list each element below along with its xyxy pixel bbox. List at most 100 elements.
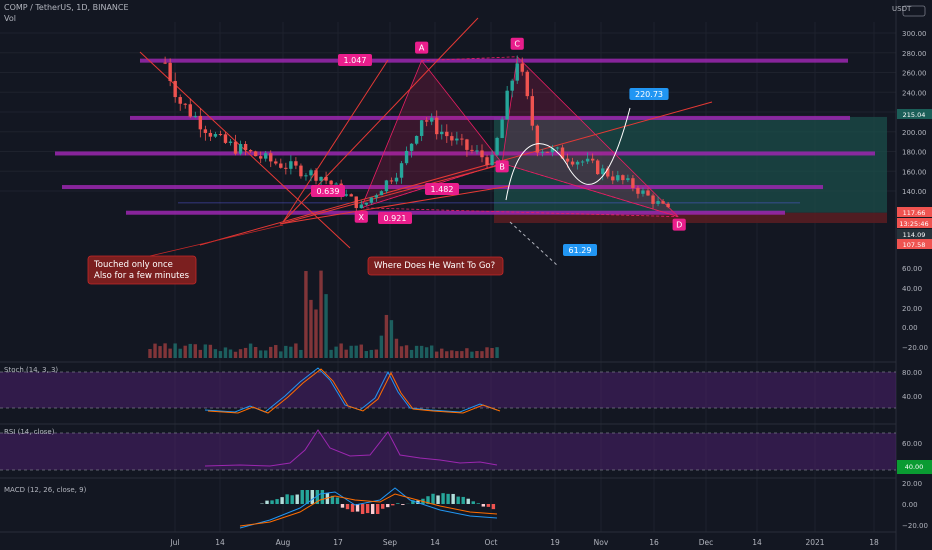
candle-body xyxy=(188,104,192,117)
volume-bar xyxy=(289,346,293,358)
volume-bar xyxy=(193,344,197,358)
x-tick-label: Sep xyxy=(383,538,397,547)
candle-body xyxy=(274,161,278,164)
pattern-point-b-box xyxy=(495,160,509,173)
candle-body xyxy=(168,62,172,81)
candle-body xyxy=(248,150,253,152)
candle-body xyxy=(304,175,308,177)
volume-bar xyxy=(344,349,348,358)
macd-histogram-bar xyxy=(446,493,450,504)
macd-histogram-bar xyxy=(360,504,365,514)
candle-body xyxy=(384,180,389,192)
candle-body xyxy=(656,201,660,204)
candle-body xyxy=(294,161,298,166)
volume-bar xyxy=(223,347,228,358)
candle-body xyxy=(198,115,203,130)
level-line xyxy=(140,58,848,63)
candle-body xyxy=(490,154,494,166)
stoch-band xyxy=(0,372,896,408)
candle-body xyxy=(354,196,358,209)
macd-histogram-bar xyxy=(330,495,335,504)
callout-touched-box xyxy=(87,255,197,285)
trend-line xyxy=(279,164,501,225)
macd-histogram-bar xyxy=(265,500,269,504)
candle-body xyxy=(450,136,454,141)
macd-histogram-bar xyxy=(456,496,460,504)
candle-body xyxy=(394,177,399,182)
volume-bar xyxy=(440,348,444,358)
x-tick-label: 19 xyxy=(550,538,560,547)
volume-bar xyxy=(460,351,464,358)
volume-bar xyxy=(384,314,389,358)
candle-body xyxy=(560,147,565,159)
trend-line xyxy=(279,185,511,225)
candle-body xyxy=(329,180,333,185)
target-lower-box xyxy=(563,244,597,256)
volume-bar xyxy=(284,345,288,358)
volume-bar xyxy=(359,344,363,358)
candle-body xyxy=(374,195,379,198)
stoch-pane: Stoch (14, 3, 3) xyxy=(0,366,896,414)
bearish-projection xyxy=(509,221,559,267)
macd-histogram-bar xyxy=(386,504,390,508)
axis-badge-last-box xyxy=(897,207,932,217)
volume-bar xyxy=(173,343,177,358)
rsi-current-box xyxy=(897,460,932,474)
axis-badge-entry-box xyxy=(897,229,932,239)
volume-bar xyxy=(178,348,182,358)
candle-body xyxy=(430,117,434,122)
volume-bar xyxy=(349,345,353,358)
currency-label[interactable]: USDT xyxy=(892,5,912,13)
candle-body xyxy=(611,176,615,181)
volume-bar xyxy=(379,335,384,358)
candle-body xyxy=(460,138,464,140)
volume-bar xyxy=(424,347,429,358)
volume-bar xyxy=(208,344,213,358)
macd-histogram-bar xyxy=(481,504,486,507)
candle-body xyxy=(636,187,640,194)
ratio-xb-box xyxy=(311,185,345,197)
volume-bar xyxy=(435,351,439,358)
candle-body xyxy=(616,175,620,181)
candle-body xyxy=(435,117,439,135)
candle-body xyxy=(606,168,610,177)
candle-body xyxy=(233,141,238,154)
macd-histogram-bar xyxy=(411,500,415,504)
x-tick-label: 14 xyxy=(215,538,225,547)
macd-histogram-bar xyxy=(451,493,455,504)
volume-bar xyxy=(399,346,404,358)
macd-histogram-bar xyxy=(345,504,350,510)
candle-body xyxy=(555,147,560,149)
projection-path xyxy=(505,107,631,267)
candle-body xyxy=(173,80,177,98)
candle-body xyxy=(218,134,223,136)
candle-body xyxy=(445,131,449,137)
volume-bar xyxy=(299,349,303,358)
axis-badge-stop-box xyxy=(897,239,932,249)
candle-body xyxy=(369,197,374,203)
y-tick-label: 280.00 xyxy=(902,50,927,58)
macd-histogram-bar xyxy=(305,490,309,504)
volume-bar xyxy=(394,338,399,358)
candle-body xyxy=(505,90,509,120)
macd-line xyxy=(239,487,498,529)
volume-bar xyxy=(334,346,338,358)
volume-bar xyxy=(233,351,238,358)
callout-question-box xyxy=(367,256,504,276)
y-tick-label: 140.00 xyxy=(902,188,927,196)
volume-bar xyxy=(238,349,243,358)
y-tick-label: 260.00 xyxy=(902,70,927,78)
pattern-point-c-box xyxy=(510,37,524,50)
volume-bar xyxy=(269,346,273,358)
trend-line xyxy=(199,101,713,246)
target-lower: 61.29 xyxy=(569,246,592,255)
x-tick-label: 17 xyxy=(333,538,343,547)
ratio-xd-box xyxy=(378,212,412,224)
badges: X A B C D 1.047 0.639 1.482 0.921 220.73 61.29 Touc… xyxy=(87,5,932,474)
candle-body xyxy=(183,103,187,105)
level-line xyxy=(130,115,850,120)
macd-histogram-bar xyxy=(471,501,475,504)
volume-bar xyxy=(490,348,494,358)
macd-histogram-bar xyxy=(491,504,496,510)
